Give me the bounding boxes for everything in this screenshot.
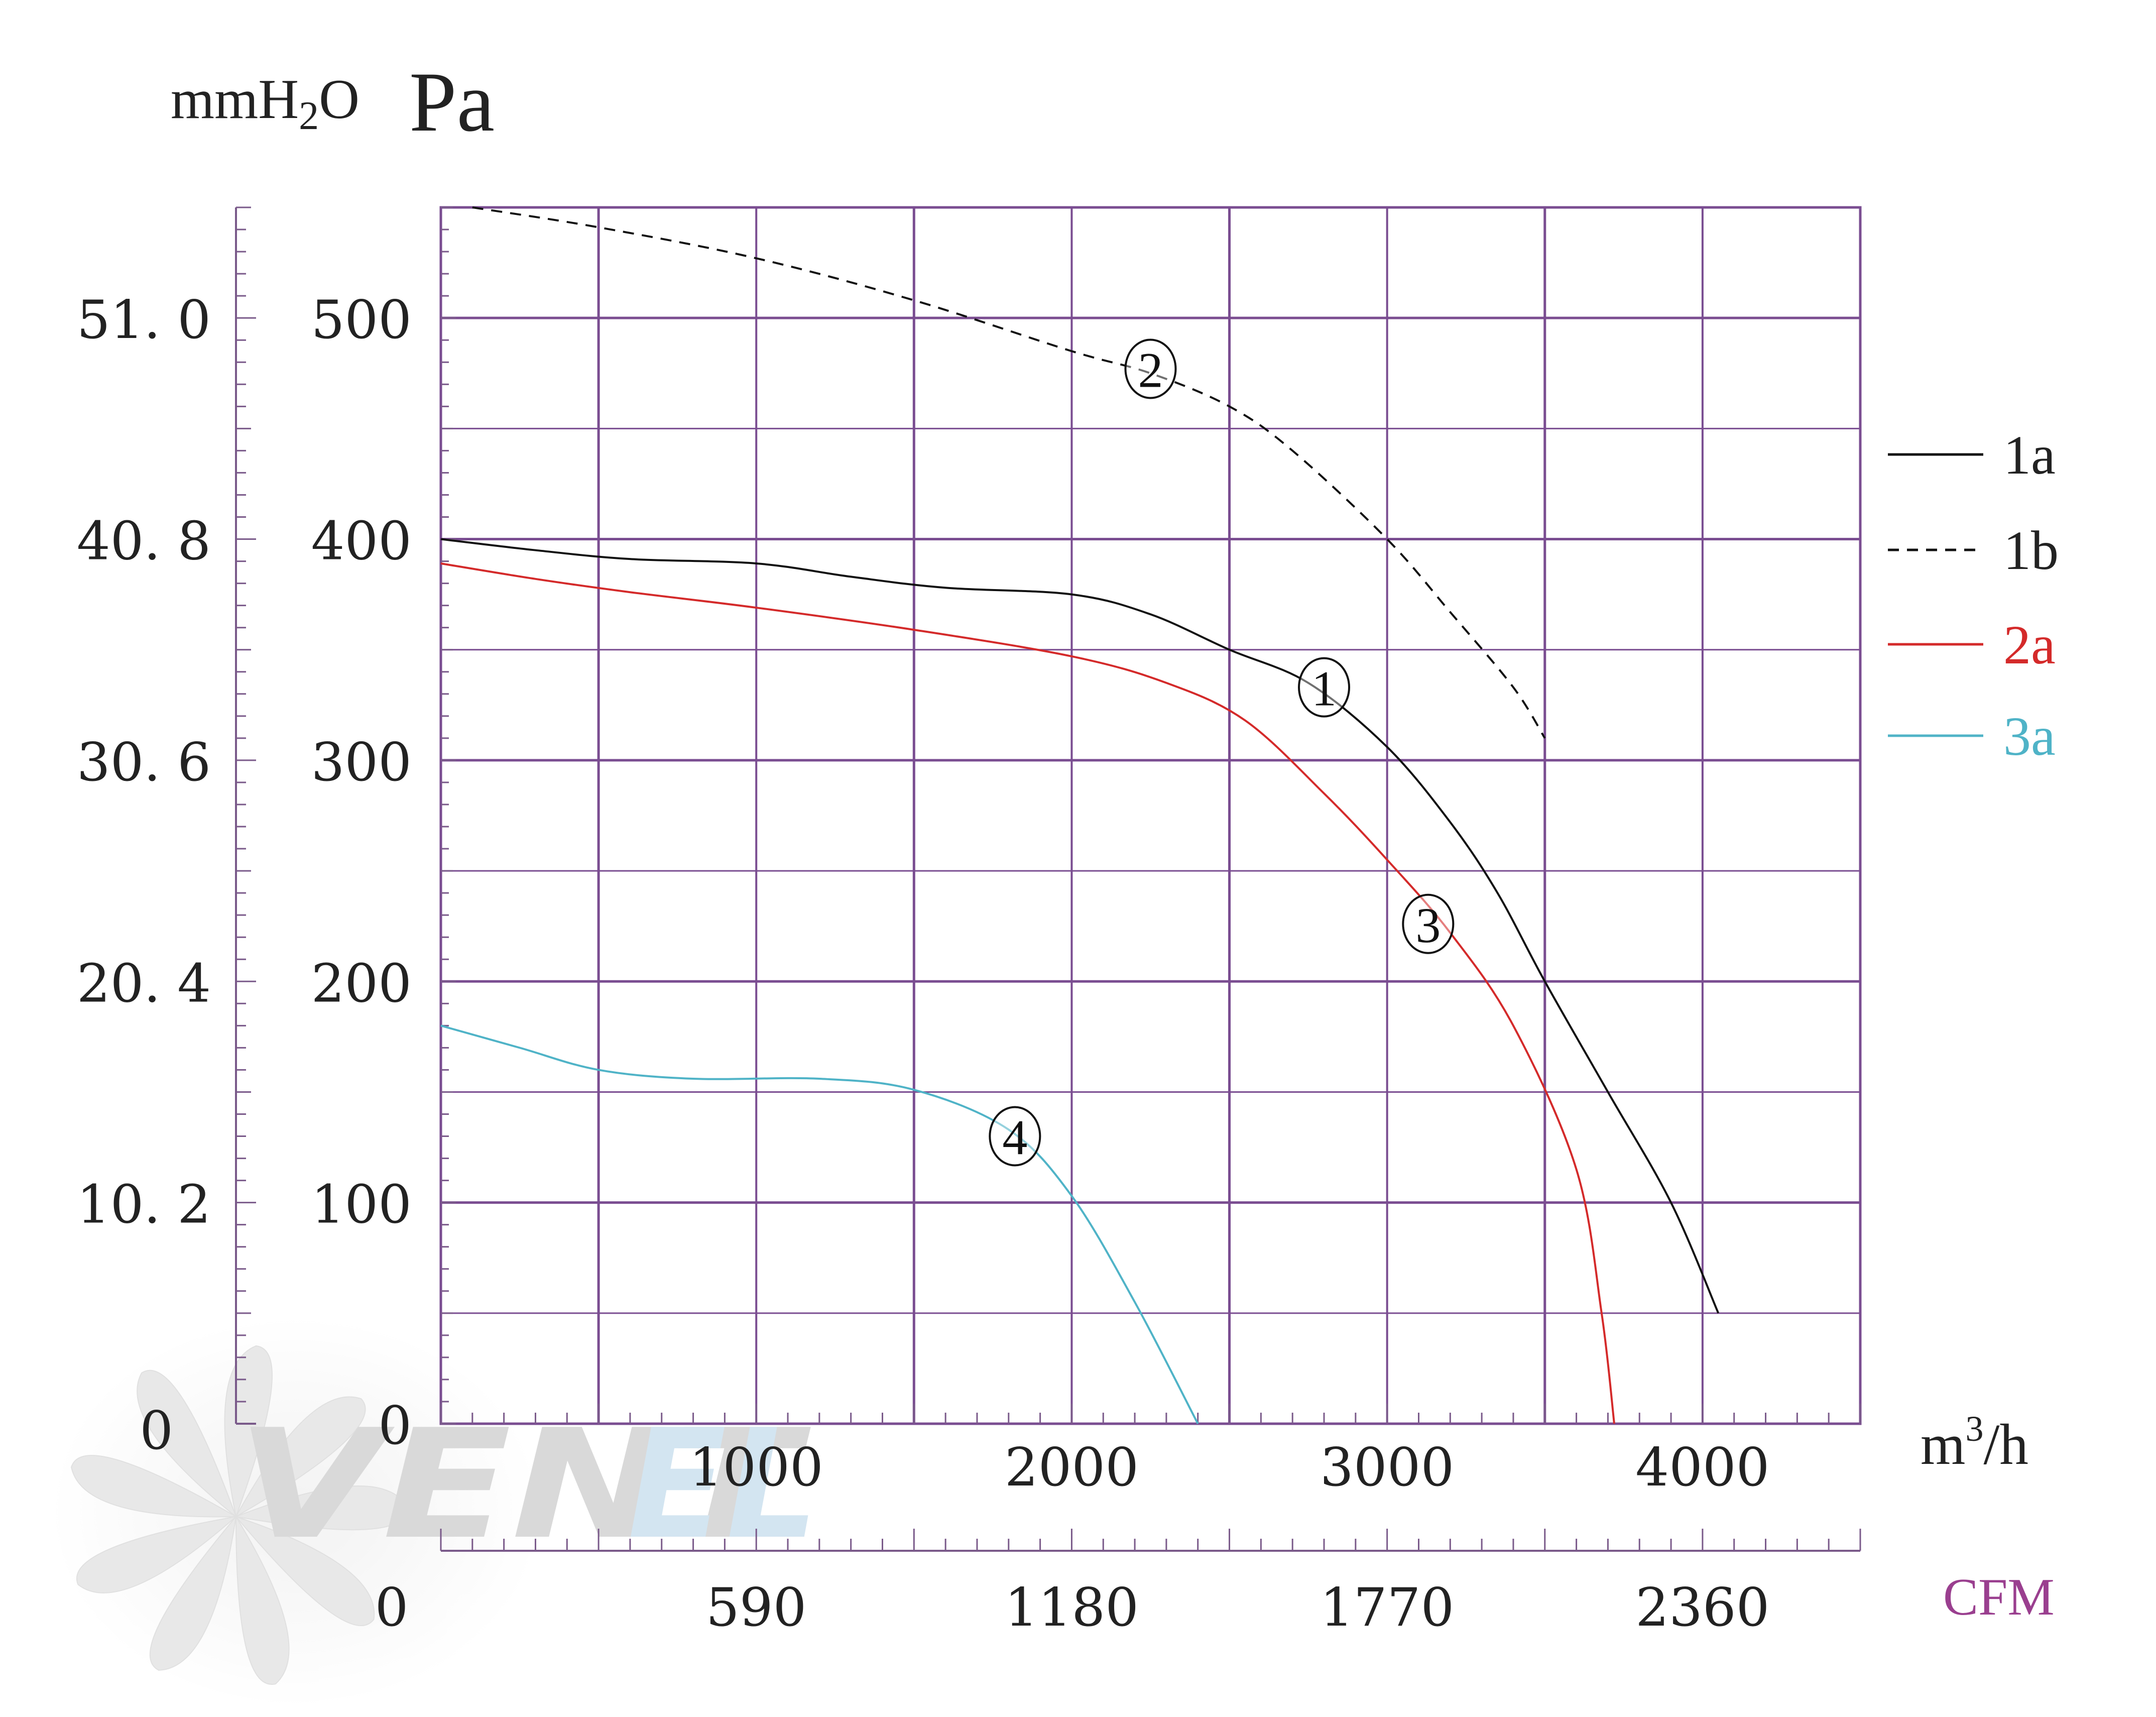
fan-blade [234,1515,375,1627]
curve-marker-circle [1402,893,1455,954]
cfm-tick-label: 1770 [1320,1577,1454,1638]
fan-blade [137,1369,237,1519]
y-unit-mmh2o-tail: O [319,68,360,131]
pa-tick-label: 100 [311,1174,412,1235]
x-tick-label: 4000 [1635,1437,1769,1498]
curve-marker-circle [1298,657,1351,718]
x-unit-m3h: m3/h [1921,1409,2028,1476]
curve-marker-number: 1 [1311,661,1337,717]
fan-blade [235,1515,290,1685]
series-layer [440,206,1720,1424]
fan-blade [234,1396,366,1518]
series-line-3a [440,1024,1199,1424]
curve-marker-number: 3 [1415,897,1441,953]
ventel-watermark-logo: VENT EL [50,1316,818,1707]
pa-tick-label: 0 [378,1395,412,1456]
mmh2o-tick-label: 20. 4 [77,953,211,1014]
mmh2o-tick-label: 30. 6 [77,732,211,793]
y-unit-mmh2o-sub: 2 [299,94,319,138]
pa-tick-label: 400 [311,511,412,572]
curve-marker-number: 4 [1002,1110,1027,1166]
curve-marker-circle [1124,338,1177,399]
legend: 1a 1b 2a 3a [1888,424,2059,767]
x-tick-label: 2000 [1005,1437,1139,1498]
cfm-tick-label: 0 [375,1577,409,1638]
fan-blade [149,1515,237,1671]
series-line-1b [472,206,1546,739]
y-unit-mmh2o-main: mmH [171,68,299,131]
svg-text:VENT: VENT [236,1397,811,1572]
series-line-2a [440,562,1615,1424]
cfm-tick-label: 1180 [1005,1577,1139,1638]
y-unit-mmh2o: mmH2O [171,68,360,138]
mmh2o-tick-label: 10. 2 [77,1174,211,1235]
axes: 0 100 200 300 400 500 0 10. 2 20. 4 30. 6 40. 8 51.… [77,206,1861,1638]
plot-grid [439,206,1862,1425]
x-tick-label: 1000 [689,1437,823,1498]
mmh2o-tick-label: 40. 8 [77,511,211,572]
legend-label-3a: 3a [2003,706,2056,767]
pa-tick-label: 200 [311,953,412,1014]
svg-text:EL: EL [628,1397,818,1572]
curve-markers: 1 2 3 4 [989,338,1455,1167]
pa-tick-label: 300 [311,732,412,793]
mmh2o-tick-label: 51. 0 [77,289,211,351]
mmh2o-tick-label: 0 [140,1400,173,1461]
x-unit-cfm: CFM [1943,1567,2055,1626]
x-unit-m3h-sup: 3 [1965,1409,1983,1449]
x-unit-m3h-main: m [1921,1413,1965,1476]
x-unit-m3h-tail: /h [1983,1413,2028,1476]
pa-tick-label: 500 [311,289,412,351]
plot-frame [439,206,1862,1425]
x-tick-label: 3000 [1320,1437,1454,1498]
fan-blade [76,1516,238,1593]
fan-blade [234,1485,408,1531]
curve-marker-circle [989,1106,1041,1167]
fan-blade [71,1455,238,1518]
cfm-tick-label: 2360 [1635,1577,1769,1638]
series-line-1a [440,538,1720,1314]
curve-marker-number: 2 [1138,342,1163,398]
legend-label-1b: 1b [2003,520,2059,581]
legend-label-2a: 2a [2003,614,2056,675]
cfm-tick-label: 590 [706,1577,806,1638]
legend-label-1a: 1a [2003,424,2056,486]
y-unit-pa: Pa [409,55,495,149]
